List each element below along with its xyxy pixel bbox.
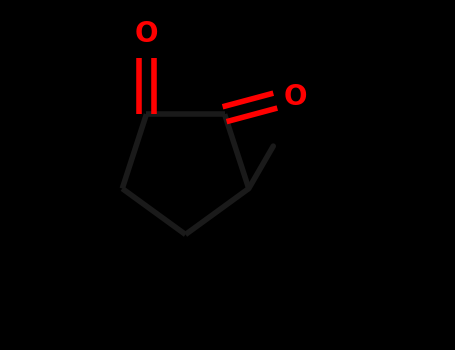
Text: O: O [135, 20, 158, 48]
Text: O: O [284, 83, 308, 111]
